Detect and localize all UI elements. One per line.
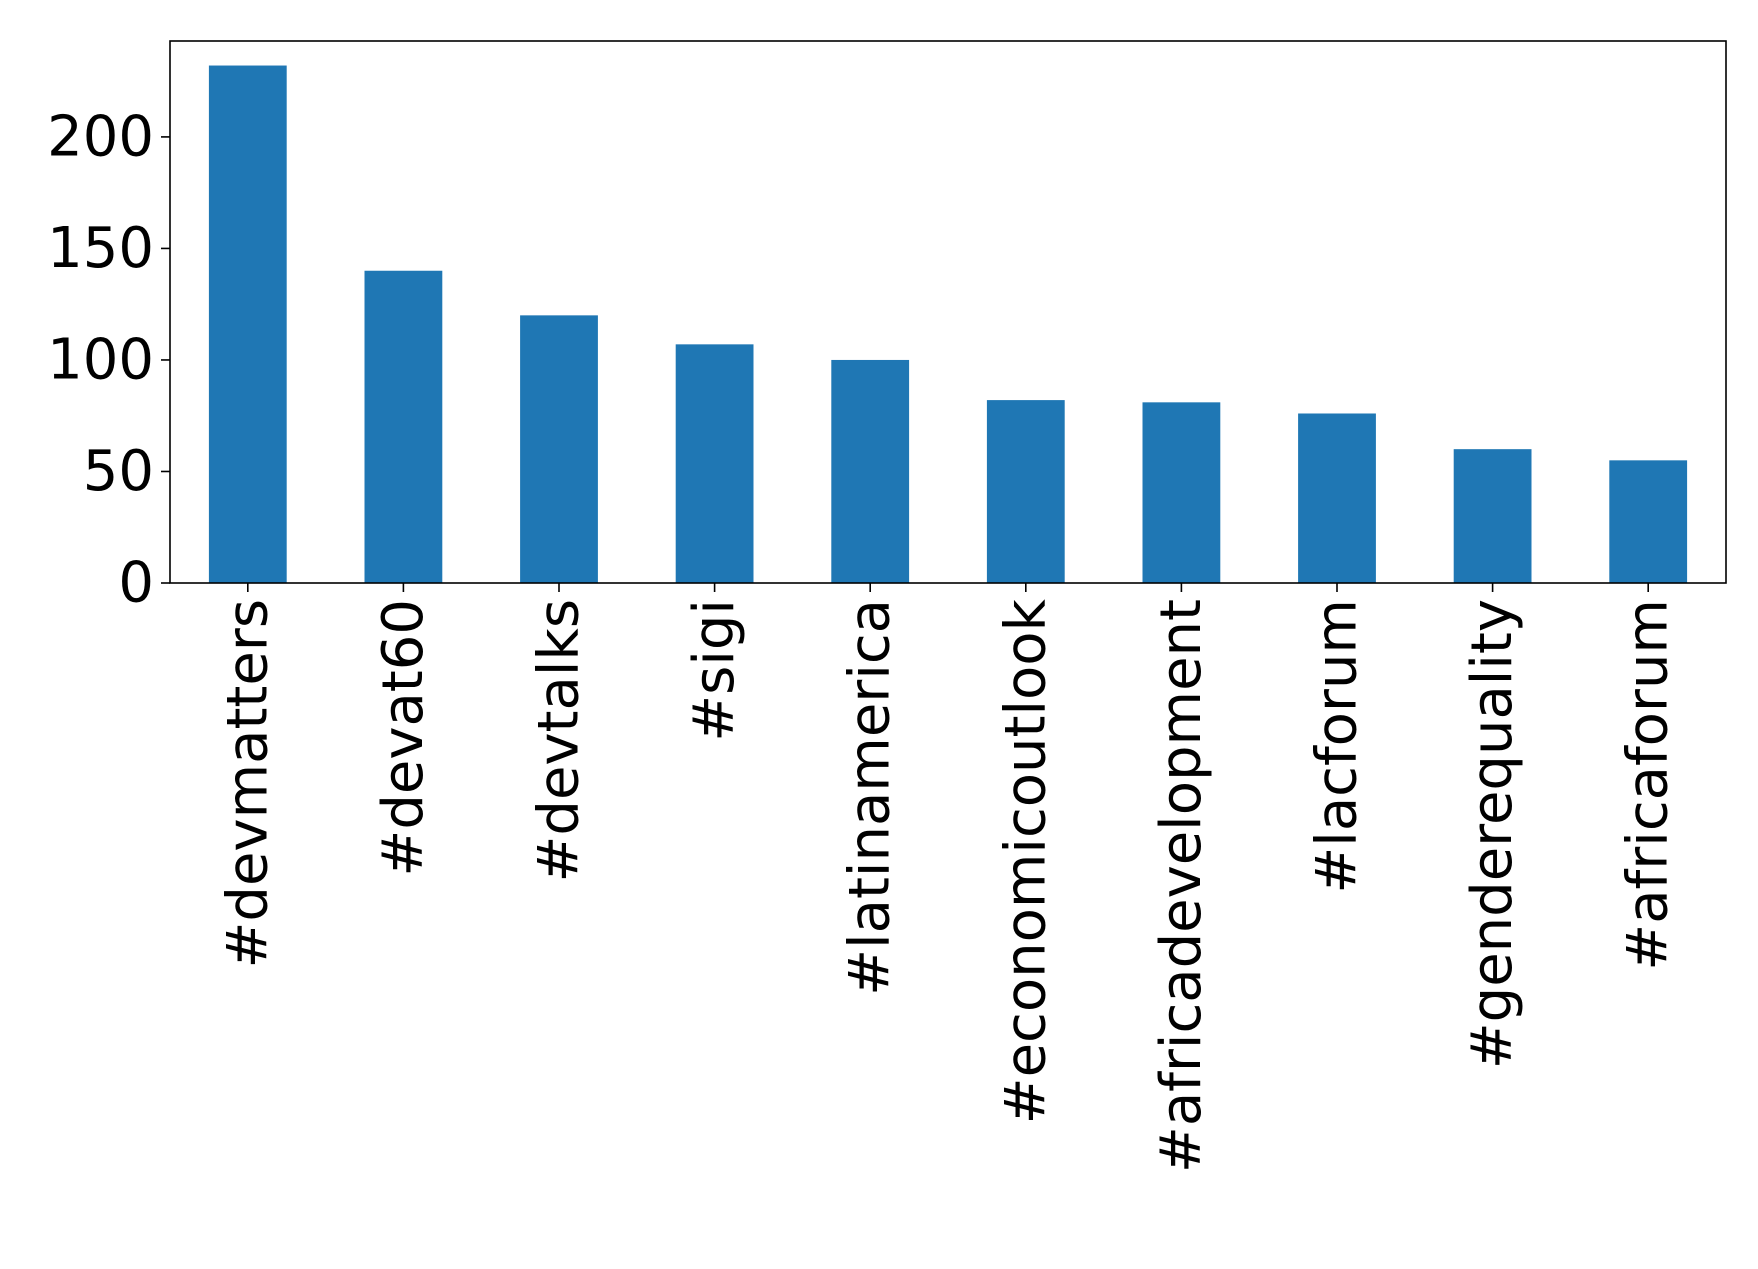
x-tick-label: #devat60 bbox=[371, 599, 436, 877]
y-tick-label: 50 bbox=[83, 439, 154, 504]
bars-group bbox=[208, 65, 1688, 583]
x-axis: #devmatters #devat60 #devtalks #sigi #latina… bbox=[215, 583, 1681, 1173]
x-tick-label: #economicoutlook bbox=[993, 598, 1058, 1124]
y-tick-label: 150 bbox=[47, 216, 154, 281]
x-tick-label: #latinamerica bbox=[838, 599, 903, 996]
x-tick-label: #lacforum bbox=[1305, 599, 1370, 894]
bar-latinamerica bbox=[831, 359, 910, 583]
x-tick-label: #devmatters bbox=[215, 599, 280, 969]
bar-lacforum bbox=[1298, 413, 1376, 583]
bar-africadevelopment bbox=[1142, 402, 1221, 583]
y-axis: 0 50 100 150 200 bbox=[47, 104, 170, 616]
x-tick-label: #sigi bbox=[682, 599, 747, 742]
x-tick-label: #devtalks bbox=[527, 599, 592, 883]
plot-frame bbox=[169, 40, 1727, 584]
bar-devat60 bbox=[364, 270, 443, 583]
y-tick-label: 100 bbox=[47, 327, 154, 392]
bar-sigi bbox=[675, 344, 754, 583]
bar-devtalks bbox=[520, 315, 598, 583]
bar-devmatters bbox=[208, 65, 287, 583]
y-tick-label: 0 bbox=[118, 551, 154, 616]
x-tick-label: #africaforum bbox=[1616, 599, 1681, 971]
y-tick-label: 200 bbox=[47, 104, 154, 169]
x-tick-label: #africadevelopment bbox=[1149, 599, 1214, 1173]
bar-africaforum bbox=[1609, 460, 1688, 583]
bar-genderequality bbox=[1453, 449, 1532, 583]
x-tick-label: #genderequality bbox=[1460, 599, 1525, 1069]
bar-economicoutlook bbox=[986, 400, 1065, 583]
